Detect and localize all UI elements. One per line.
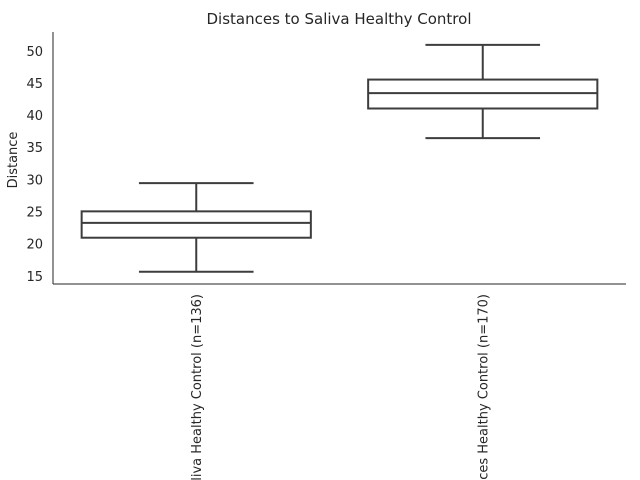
chart-title: Distances to Saliva Healthy Control: [206, 10, 471, 28]
y-tick-label: 35: [26, 141, 43, 156]
y-tick-label: 20: [26, 238, 43, 253]
y-axis-label: Distance: [6, 132, 21, 189]
y-tick-label: 25: [26, 206, 43, 221]
box-item: [367, 43, 599, 140]
y-tick-labels: 15 20 25 30 35 40 45 50: [26, 45, 43, 285]
y-tick-label: 15: [26, 270, 43, 285]
x-tick-label: Feces Healthy Control (n=170): [476, 294, 491, 480]
x-tick-label: Saliva Healthy Control (n=136): [190, 294, 205, 480]
box-series: [80, 43, 599, 273]
y-tick-label: 45: [26, 77, 43, 92]
y-tick-label: 40: [26, 109, 43, 124]
y-tick-label: 30: [26, 173, 43, 188]
box-item: [80, 182, 312, 273]
y-tick-label: 50: [26, 45, 43, 60]
x-tick-labels: Saliva Healthy Control (n=136) Feces Heal…: [190, 294, 492, 480]
box-iqr: [80, 210, 312, 239]
